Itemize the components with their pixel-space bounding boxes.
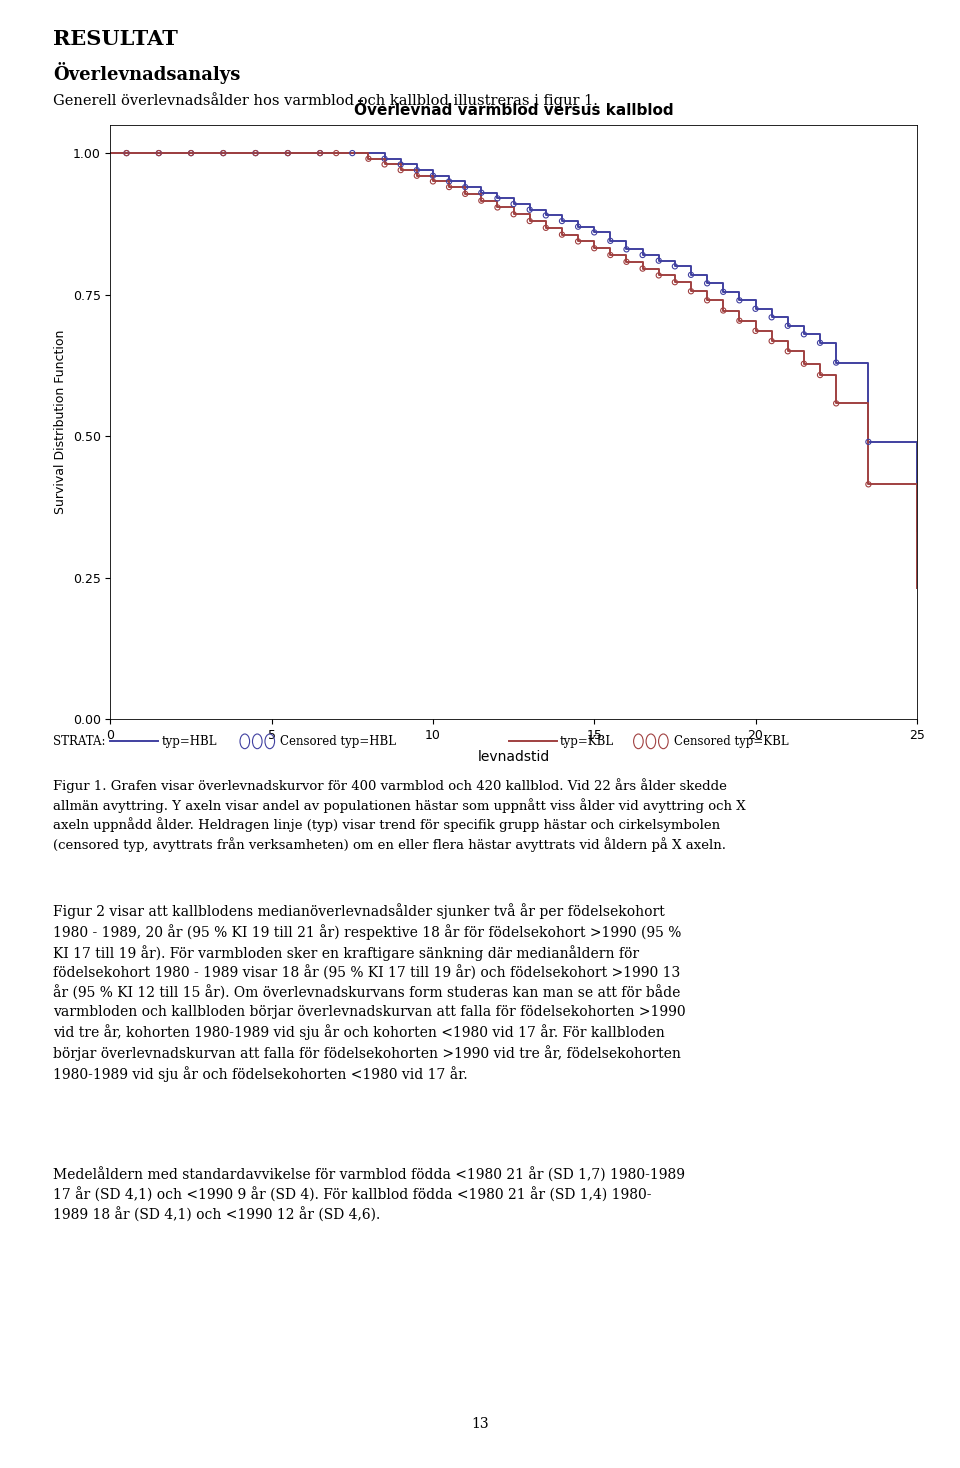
Point [458, 182, 473, 206]
Point [764, 329, 780, 352]
Point [248, 141, 263, 164]
Point [635, 244, 650, 267]
Text: typ=HBL: typ=HBL [161, 735, 217, 747]
Point [861, 473, 876, 496]
Point [490, 186, 505, 210]
Point [216, 141, 231, 164]
X-axis label: levnadstid: levnadstid [477, 750, 550, 765]
Point [780, 339, 796, 363]
Text: Överlevnadsanalys: Överlevnadsanalys [53, 62, 240, 84]
Point [328, 141, 344, 164]
Point [587, 220, 602, 244]
Point [861, 430, 876, 454]
Text: Censored typ=KBL: Censored typ=KBL [674, 735, 788, 747]
Text: Medelåldern med standardavvikelse för varmblod födda <1980 21 år (SD 1,7) 1980-1: Medelåldern med standardavvikelse för va… [53, 1167, 684, 1223]
Point [312, 141, 327, 164]
Point [377, 153, 393, 176]
Point [539, 216, 554, 239]
Point [828, 392, 844, 415]
Point [684, 279, 699, 302]
Title: Överlevnad varmblod versus kallblod: Överlevnad varmblod versus kallblod [354, 103, 673, 117]
Text: STRATA:: STRATA: [53, 735, 106, 747]
Point [748, 297, 763, 320]
Point [151, 141, 166, 164]
Point [651, 250, 666, 273]
Point [603, 244, 618, 267]
Point [506, 192, 521, 216]
Y-axis label: Survival Distribution Function: Survival Distribution Function [54, 330, 67, 514]
Text: Generell överlevnadsålder hos varmblod och kallblod illustreras i figur 1.: Generell överlevnadsålder hos varmblod o… [53, 92, 598, 109]
Text: typ=KBL: typ=KBL [560, 735, 613, 747]
Point [119, 141, 134, 164]
Point [812, 363, 828, 386]
Point [684, 263, 699, 286]
Text: RESULTAT: RESULTAT [53, 29, 178, 50]
Point [796, 323, 811, 346]
Point [748, 319, 763, 342]
Point [715, 299, 731, 323]
Point [312, 141, 327, 164]
Point [667, 270, 683, 294]
Point [458, 175, 473, 198]
Point [635, 257, 650, 280]
Point [570, 214, 586, 238]
Point [248, 141, 263, 164]
Text: Censored typ=HBL: Censored typ=HBL [280, 735, 396, 747]
Point [732, 308, 747, 332]
Point [796, 352, 811, 376]
Point [361, 147, 376, 170]
Point [554, 210, 569, 233]
Point [780, 314, 796, 338]
Point [425, 170, 441, 194]
Point [700, 272, 715, 295]
Point [522, 210, 538, 233]
Point [764, 305, 780, 329]
Point [280, 141, 296, 164]
Point [554, 223, 569, 247]
Point [409, 164, 424, 188]
Point [539, 204, 554, 228]
Point [828, 351, 844, 374]
Point [377, 147, 393, 170]
Point [619, 238, 635, 261]
Point [151, 141, 166, 164]
Point [619, 250, 635, 273]
Point [442, 175, 457, 198]
Point [473, 189, 489, 213]
Point [119, 141, 134, 164]
Point [183, 141, 199, 164]
Text: Figur 1. Grafen visar överlevnadskurvor för 400 varmblod och 420 kallblod. Vid 2: Figur 1. Grafen visar överlevnadskurvor … [53, 778, 745, 851]
Point [603, 229, 618, 252]
Text: 13: 13 [471, 1417, 489, 1431]
Point [393, 159, 408, 182]
Point [715, 280, 731, 304]
Point [183, 141, 199, 164]
Point [732, 289, 747, 313]
Point [700, 289, 715, 313]
Point [280, 141, 296, 164]
Point [651, 264, 666, 288]
Point [393, 153, 408, 176]
Point [490, 195, 505, 219]
Point [587, 236, 602, 260]
Point [570, 229, 586, 252]
Point [345, 141, 360, 164]
Point [667, 254, 683, 277]
Point [522, 198, 538, 222]
Text: Figur 2 visar att kallblodens medianöverlevnadsålder sjunker två år per födelsek: Figur 2 visar att kallblodens medianöver… [53, 903, 685, 1082]
Point [812, 332, 828, 355]
Point [216, 141, 231, 164]
Point [409, 159, 424, 182]
Point [425, 164, 441, 188]
Point [506, 203, 521, 226]
Point [442, 170, 457, 194]
Point [473, 181, 489, 204]
